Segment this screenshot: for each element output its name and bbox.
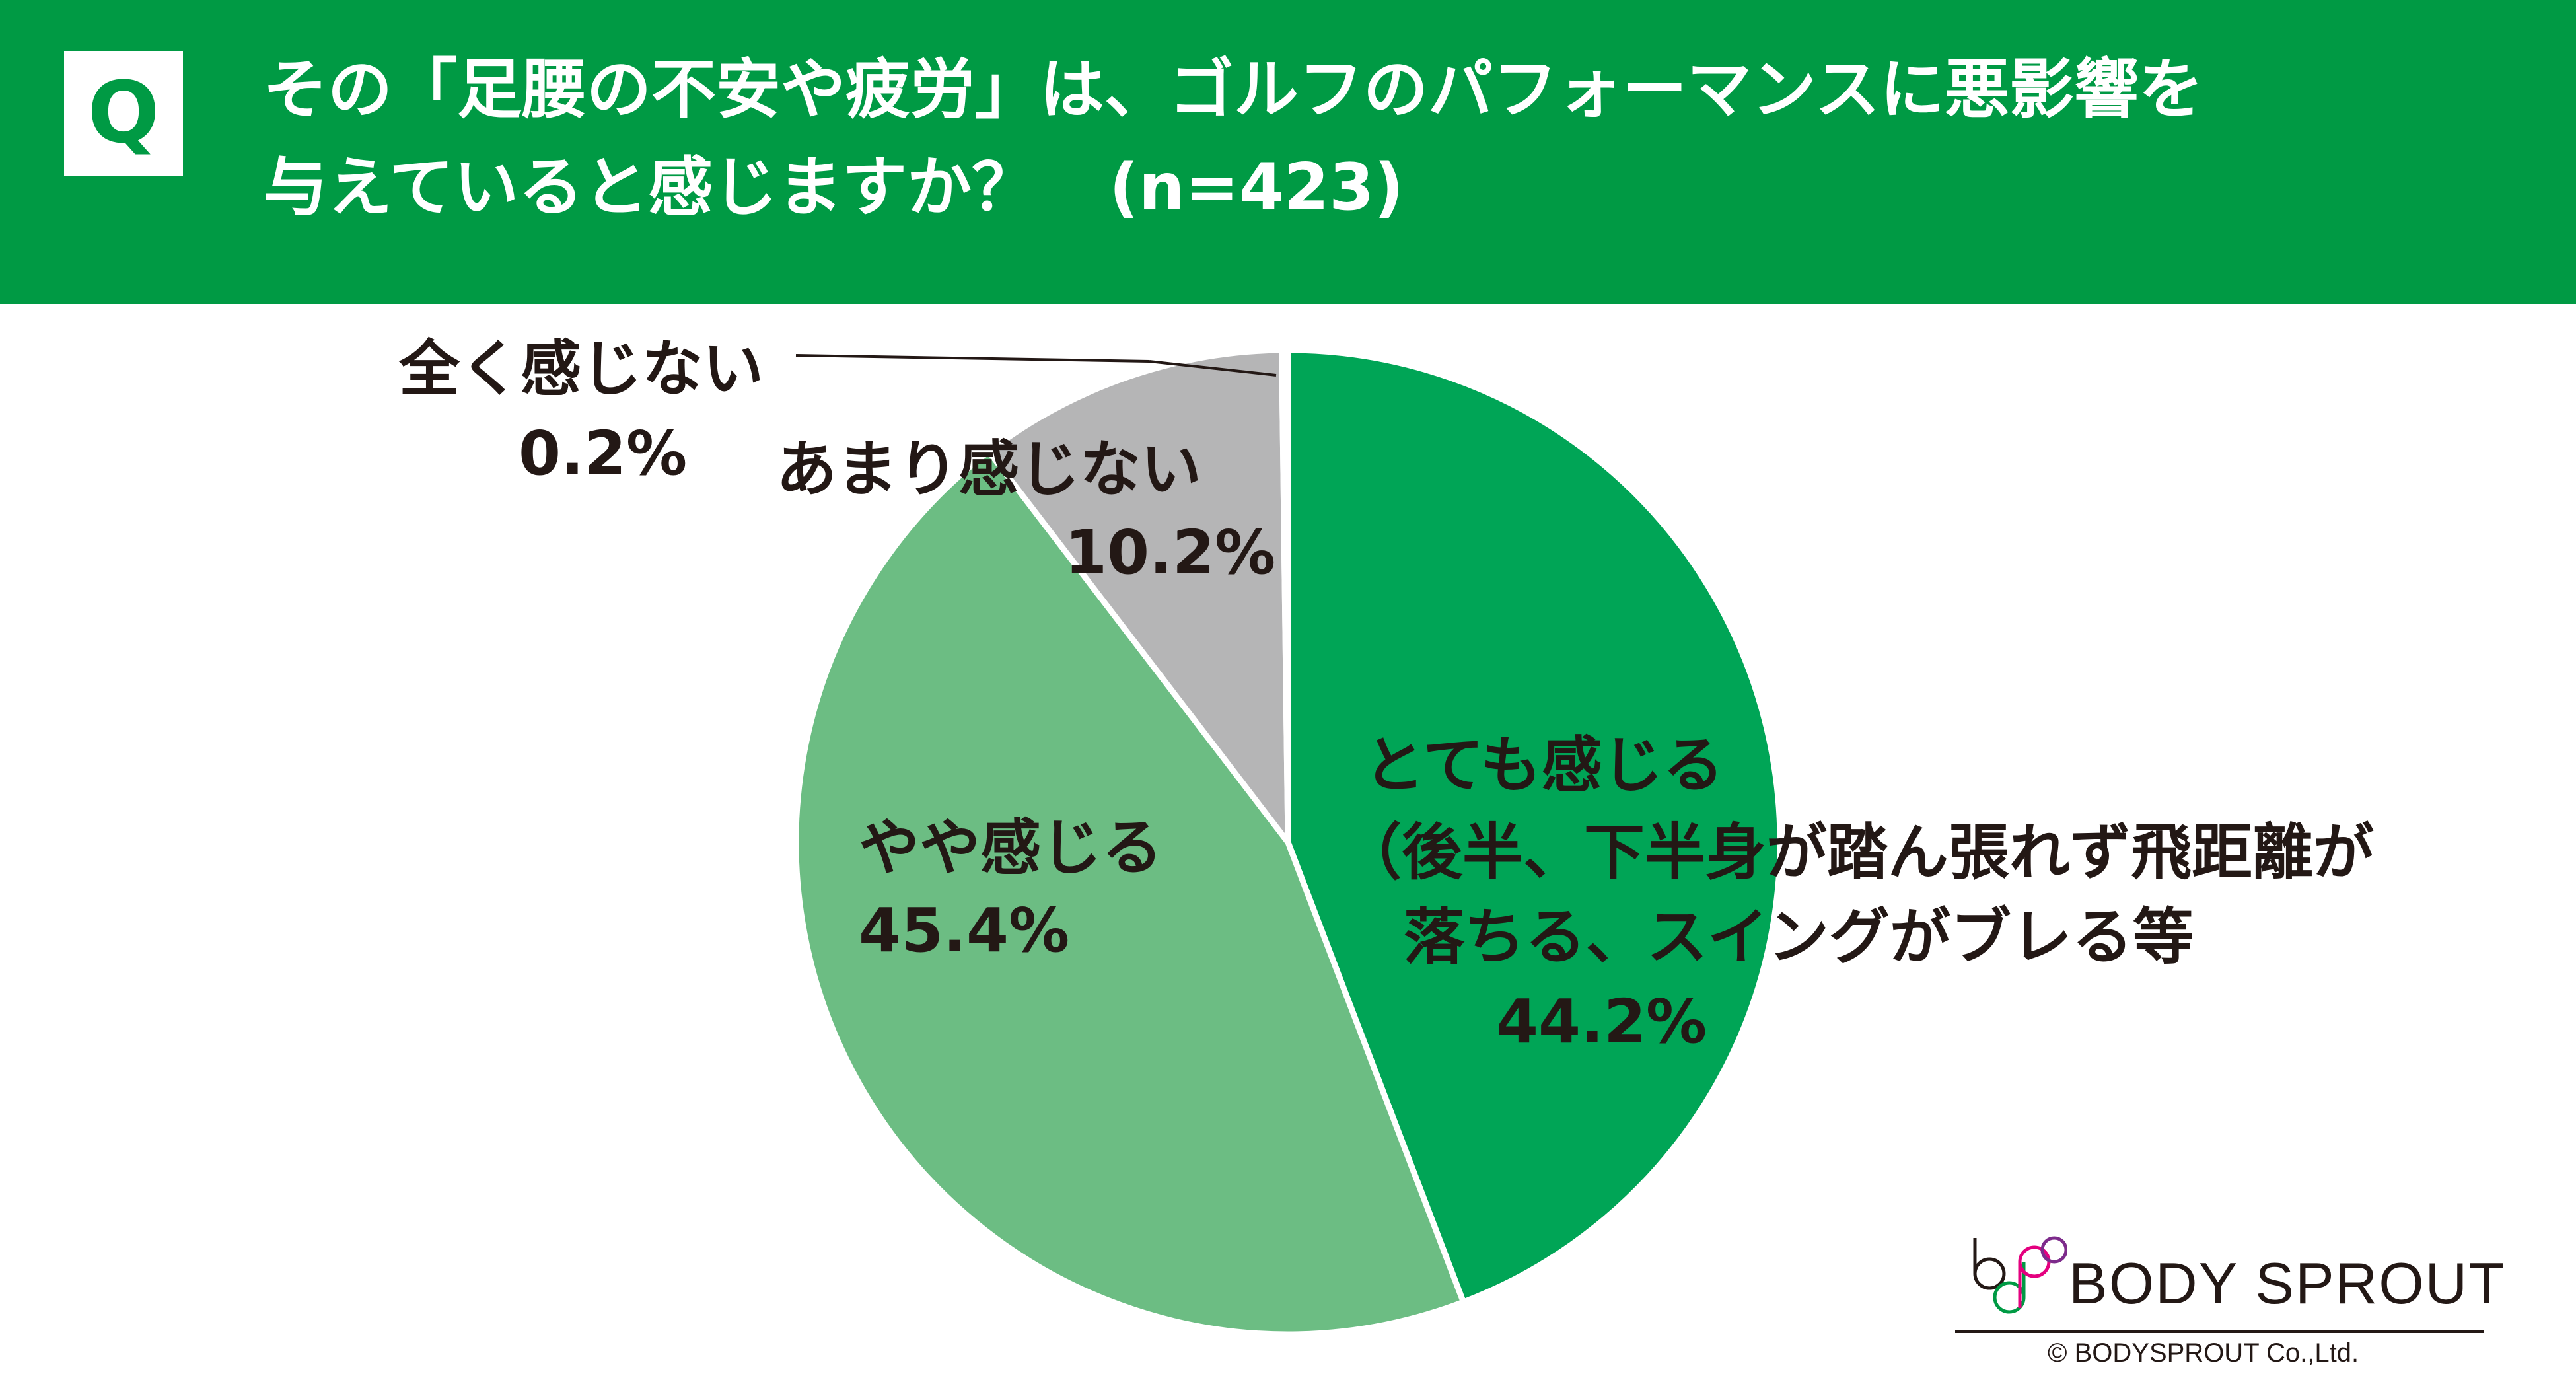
leader-line-segment-2: [1149, 360, 1277, 377]
question-line-1: その「足腰の不安や疲労」は、ゴルフのパフォーマンスに悪影響を: [263, 52, 2204, 127]
label-amari: あまり感じない: [776, 434, 1201, 505]
value-amari: 10.2%: [1065, 517, 1275, 588]
sublabel-totemo-1: （後半、下半身が踏ん張れず飛距離が: [1341, 817, 2374, 888]
value-zenku: 0.2%: [519, 418, 687, 489]
brand-logo: BODY SPROUT © BODYSPROUT Co.,Ltd.: [1955, 1235, 2504, 1367]
label-zenku: 全く感じない: [398, 334, 764, 404]
sublabel-totemo-2: 落ちる、スイングがブレる等: [1404, 902, 2194, 972]
label-yaya: やや感じる: [859, 813, 1163, 883]
slice-totemo: [1285, 347, 1783, 1305]
label-totemo: とても感じる: [1364, 730, 1724, 801]
q-badge: Q: [64, 51, 183, 176]
value-totemo: 44.2%: [1496, 986, 1707, 1057]
question-line-2: 与えていると感じますか？ (n=423): [263, 151, 1404, 225]
question-header: Q その「足腰の不安や疲労」は、ゴルフのパフォーマンスに悪影響を 与えていると感…: [0, 0, 2576, 304]
sample-size: (n=423): [1109, 150, 1404, 225]
q-letter: Q: [87, 64, 160, 163]
slice-yaya: [793, 448, 1467, 1338]
slice-amari: [985, 347, 1291, 846]
copyright: © BODYSPROUT Co.,Ltd.: [2048, 1338, 2359, 1367]
value-yaya: 45.4%: [859, 895, 1069, 966]
sprout-icon: [1973, 1236, 2067, 1314]
brand-name: BODY SPROUT: [2069, 1251, 2505, 1316]
question-line-2-text: 与えていると感じますか？: [263, 150, 1037, 225]
pie-slices: [793, 347, 1783, 1338]
slice-zenku: [1279, 347, 1291, 846]
logo-divider: [1955, 1330, 2484, 1333]
leader-line-segment-1: [795, 354, 1150, 363]
